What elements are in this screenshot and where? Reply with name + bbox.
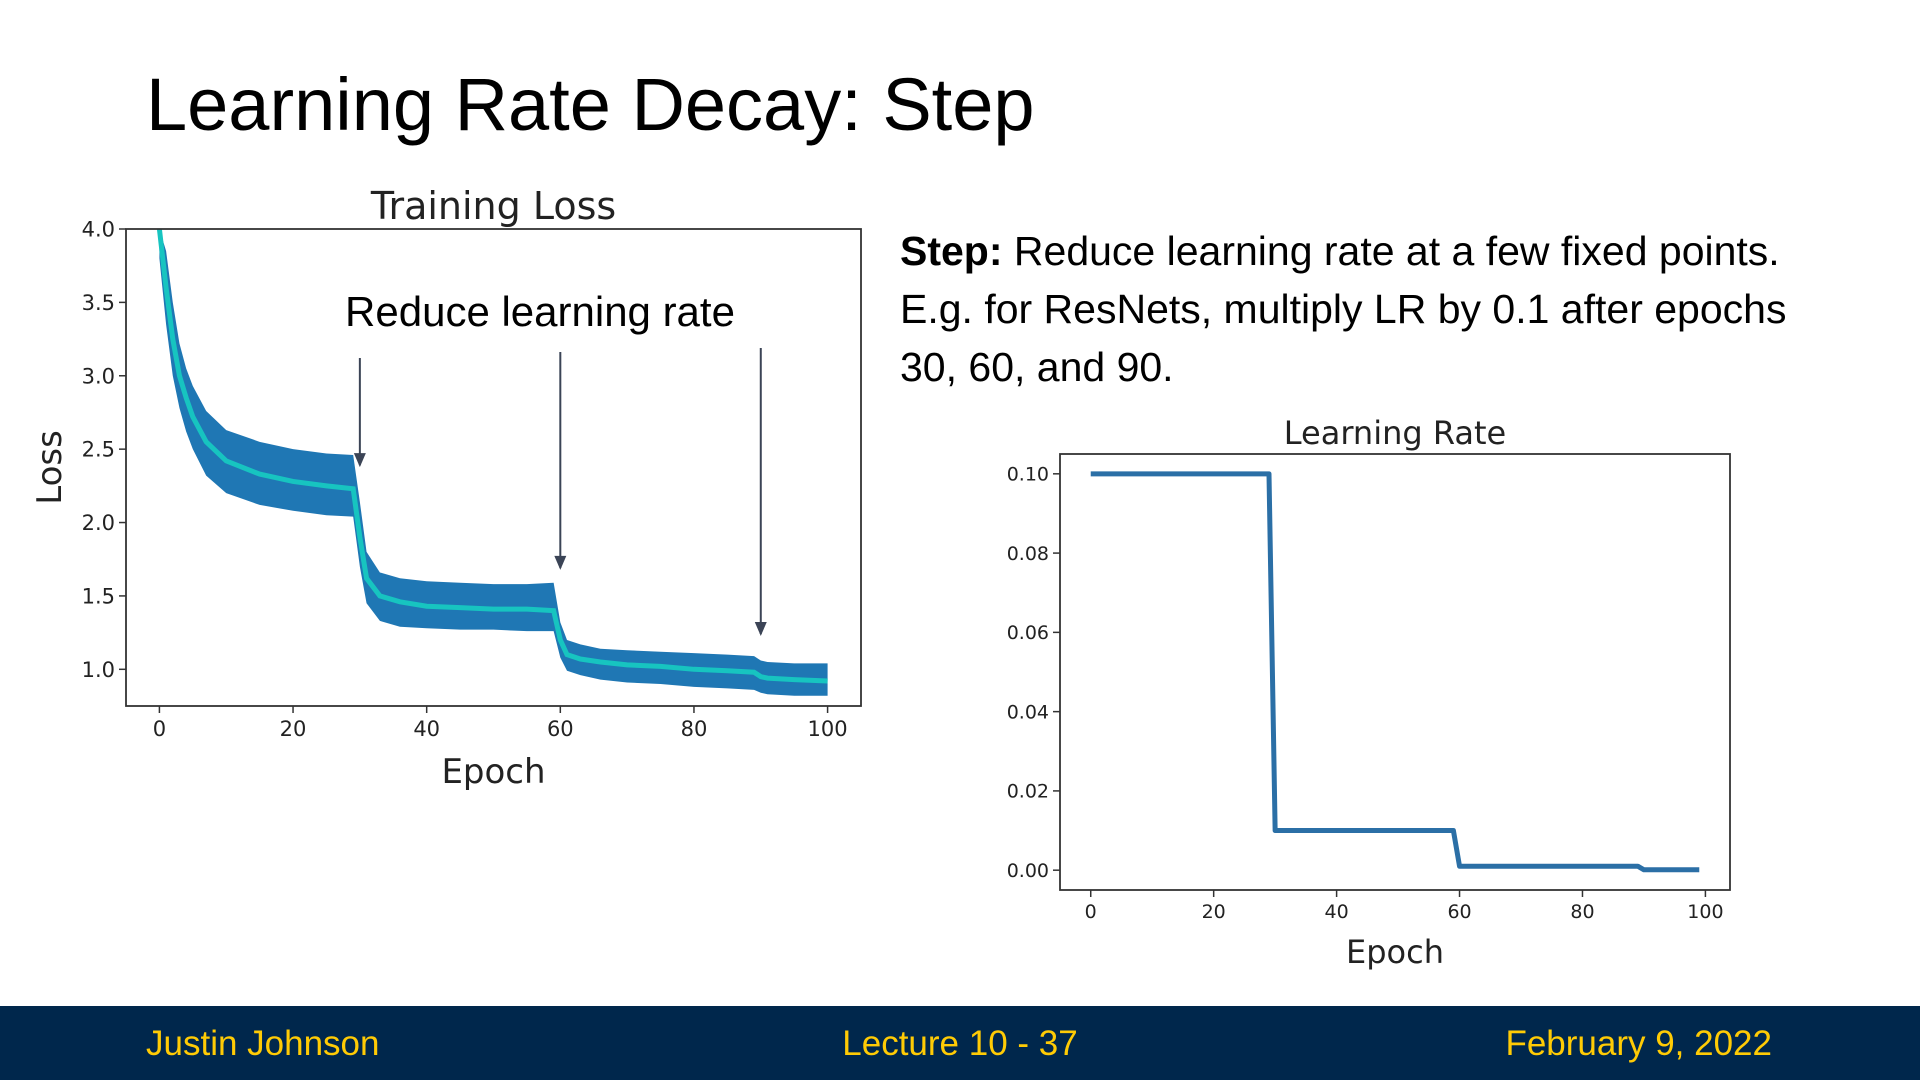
loss-band: [159, 229, 828, 696]
slide-title-sub: : Step: [841, 63, 1035, 146]
loss-ytick-label: 3.5: [82, 291, 115, 315]
lr-xtick-label: 0: [1085, 901, 1097, 923]
loss-ytick-label: 3.0: [82, 364, 115, 388]
lr-frame: [1059, 453, 1731, 891]
description-line-2: E.g. for ResNets, multiply LR by 0.1 aft…: [900, 286, 1787, 332]
lr-xtick-label: 60: [1447, 901, 1471, 923]
loss-annotation-text: Reduce learning rate: [345, 288, 735, 335]
footer-date: February 9, 2022: [1505, 1024, 1772, 1063]
loss-xtick-label: 40: [413, 717, 440, 741]
lr-xtick-label: 20: [1202, 901, 1226, 923]
lr-xtick-label: 80: [1570, 901, 1594, 923]
lr-xtick-label: 40: [1325, 901, 1349, 923]
loss-ylabel: Loss: [30, 430, 70, 505]
loss-xtick-label: 100: [808, 717, 848, 741]
loss-xtick-label: 60: [547, 717, 574, 741]
lr-ytick-label: 0.10: [1007, 464, 1049, 486]
loss-xtick-label: 0: [153, 717, 166, 741]
annotation-arrow-head: [554, 555, 567, 570]
slide-title: Learning Rate Decay: Step: [146, 62, 1035, 147]
loss-title: Training Loss: [370, 184, 616, 228]
lr-xtick-label: 100: [1687, 901, 1723, 923]
lr-ytick-label: 0.08: [1007, 543, 1049, 565]
lr-ytick-label: 0.00: [1007, 860, 1049, 882]
lr-title: Learning Rate: [1284, 414, 1506, 452]
annotation-arrow-head: [353, 453, 366, 468]
loss-ytick-label: 2.0: [82, 511, 115, 535]
loss-ytick-label: 2.5: [82, 438, 115, 462]
loss-ytick-label: 4.0: [82, 218, 115, 242]
footer-lecture: Lecture 10 - 37: [842, 1024, 1078, 1063]
footer-bar: Justin Johnson Lecture 10 - 37 February …: [0, 1006, 1920, 1080]
loss-xtick-label: 20: [280, 717, 307, 741]
loss-ytick-label: 1.5: [82, 584, 115, 608]
description: Step: Reduce learning rate at a few fixe…: [900, 222, 1900, 396]
annotation-arrow-head: [754, 621, 767, 636]
loss-frame: [125, 228, 862, 707]
lr-ytick-label: 0.04: [1007, 701, 1049, 723]
loss-xtick-label: 80: [681, 717, 708, 741]
loss-mean-line: [156, 229, 828, 684]
description-bold: Step:: [900, 228, 1003, 274]
loss-xlabel: Epoch: [441, 752, 545, 792]
lr-ytick-label: 0.06: [1007, 622, 1049, 644]
lr-ytick-label: 0.02: [1007, 781, 1049, 803]
footer-author: Justin Johnson: [146, 1024, 380, 1063]
lr-xlabel: Epoch: [1346, 933, 1444, 971]
lr-line: [1090, 471, 1700, 873]
description-line-3: 30, 60, and 90.: [900, 344, 1174, 390]
slide-title-main: Learning Rate Decay: [146, 63, 842, 146]
description-line-1: Reduce learning rate at a few fixed poin…: [1013, 228, 1780, 274]
loss-ytick-label: 1.0: [82, 658, 115, 682]
